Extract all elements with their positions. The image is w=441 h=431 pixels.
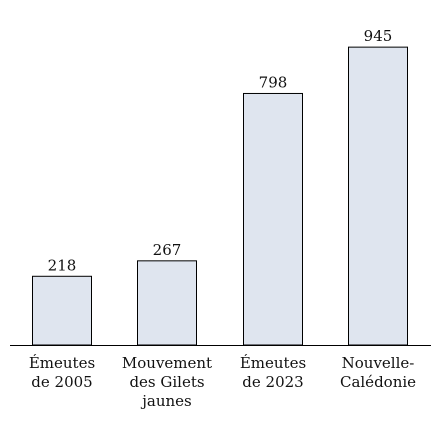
x-tick-label-4-line-2: Calédonie — [340, 373, 416, 391]
x-tick-label-2-line-2: des Gilets — [129, 373, 204, 391]
bar-3 — [243, 92, 303, 346]
x-tick-label-3-line-1: Émeutes — [240, 354, 306, 372]
value-label-1: 218 — [48, 256, 77, 274]
x-tick-label-2-line-1: Mouvement — [122, 354, 212, 372]
value-label-3: 798 — [259, 73, 288, 91]
x-tick-label-4-line-1: Nouvelle- — [342, 354, 415, 372]
x-tick-label-3-line-2: de 2023 — [242, 373, 303, 391]
value-labels-layer: 218 267 798 945 — [48, 27, 393, 274]
x-tick-label-4: Nouvelle-Calédonie — [340, 354, 416, 391]
bars-layer — [32, 46, 408, 346]
x-tick-label-3: Émeutes de 2023 — [240, 354, 306, 391]
value-label-4: 945 — [364, 27, 393, 45]
bar-4 — [348, 46, 408, 346]
bar-1 — [32, 275, 92, 346]
value-label-2: 267 — [153, 241, 182, 259]
bar-2 — [137, 260, 197, 346]
x-tick-label-1: Émeutes de 2005 — [29, 354, 95, 391]
x-tick-label-2: Mouvement des Gilets jaunes — [122, 354, 212, 410]
x-tick-label-1-line-1: Émeutes — [29, 354, 95, 372]
x-tick-label-2-line-3: jaunes — [140, 392, 192, 410]
x-tick-label-1-line-2: de 2005 — [31, 373, 92, 391]
